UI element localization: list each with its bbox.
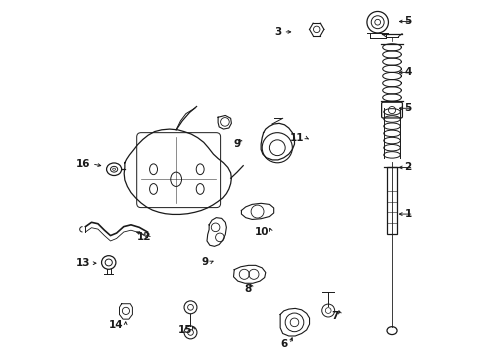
Text: 5: 5 <box>405 103 412 113</box>
Text: 11: 11 <box>290 133 304 143</box>
Text: 14: 14 <box>109 320 124 330</box>
Text: 4: 4 <box>404 67 412 77</box>
Text: 13: 13 <box>75 258 90 268</box>
Text: 3: 3 <box>274 27 282 37</box>
Text: 16: 16 <box>75 159 90 169</box>
Text: 15: 15 <box>177 325 192 335</box>
Text: 9: 9 <box>201 257 208 267</box>
Text: 9: 9 <box>234 139 241 149</box>
Text: 2: 2 <box>405 162 412 172</box>
Text: 5: 5 <box>405 17 412 27</box>
Text: 10: 10 <box>255 227 270 237</box>
Text: 12: 12 <box>137 232 151 242</box>
Text: 8: 8 <box>244 284 251 294</box>
Text: 7: 7 <box>332 311 339 320</box>
Bar <box>388 167 397 234</box>
Text: 1: 1 <box>405 209 412 219</box>
Text: 6: 6 <box>281 339 288 349</box>
